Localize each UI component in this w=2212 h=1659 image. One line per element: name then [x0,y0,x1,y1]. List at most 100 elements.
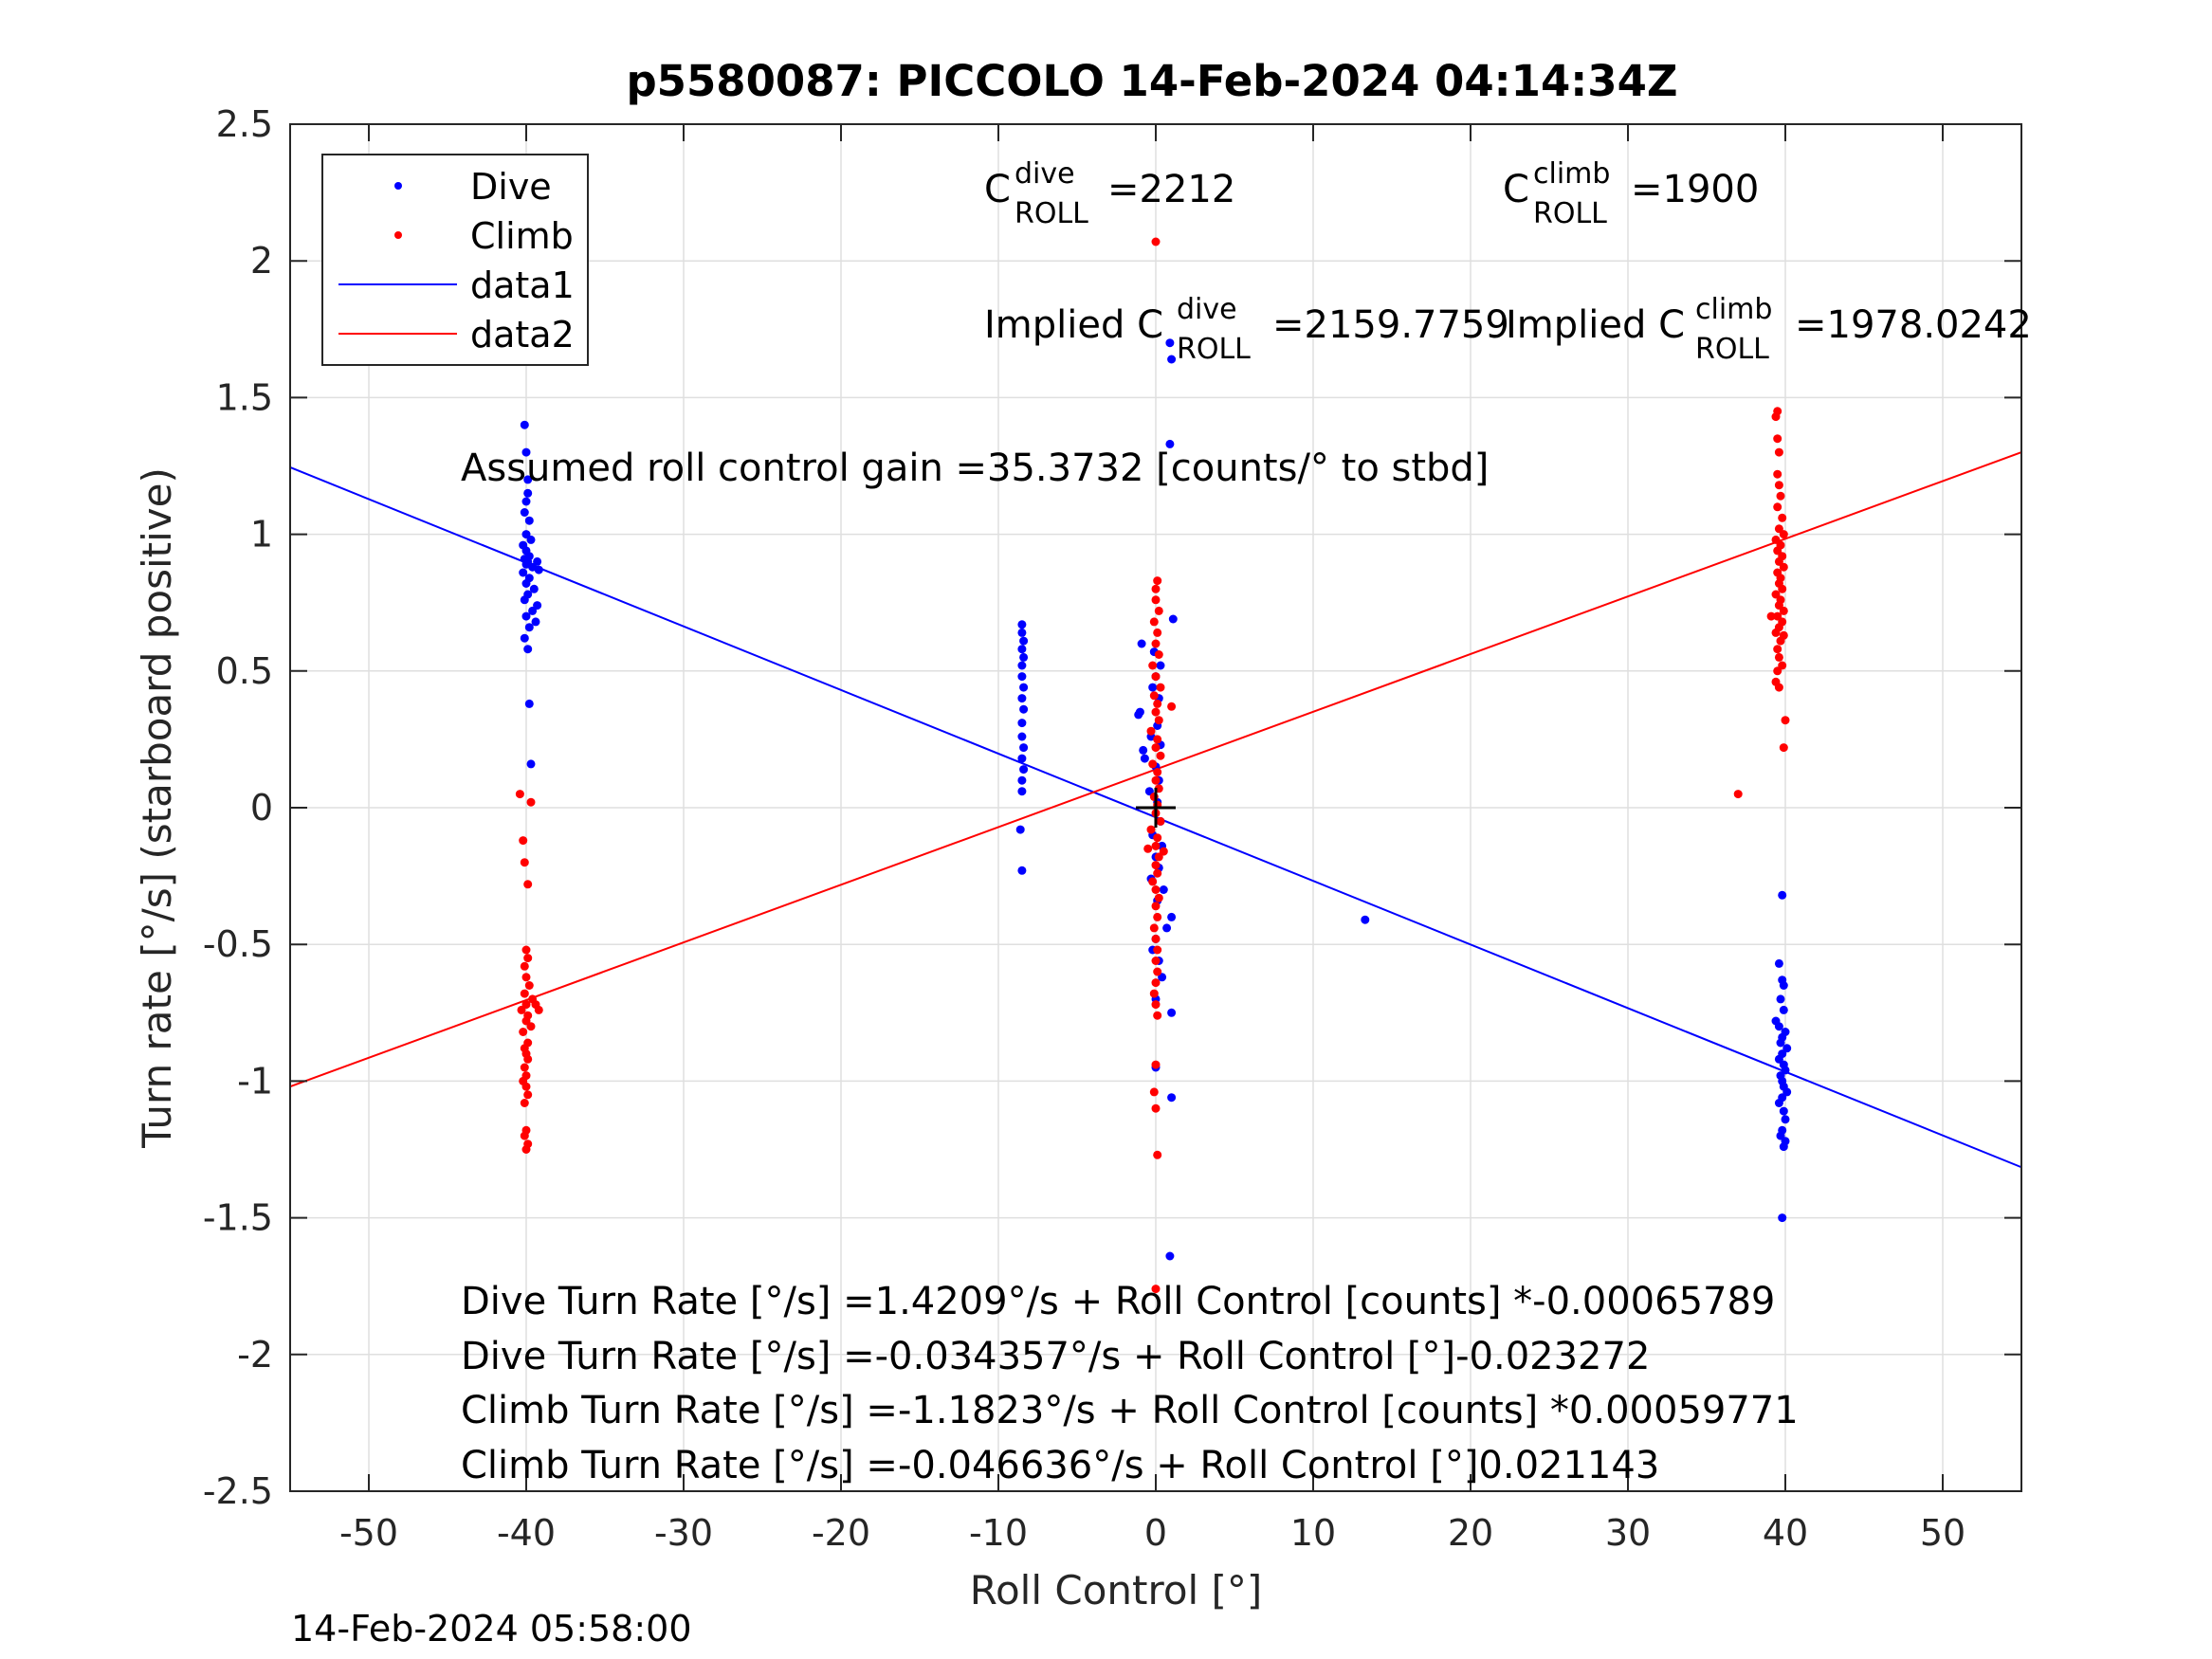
climb-point-77 [1151,934,1161,943]
x-tick-label-6: 10 [1290,1512,1336,1554]
climb-point-23 [523,1054,533,1064]
climb-point-99 [1773,469,1782,479]
climb-point-29 [520,1099,529,1107]
c-roll-climb-annotation: C climb ROLL =1900 [1503,157,1759,230]
x-tick-label-4: -10 [969,1512,1028,1554]
c-climb-superscript: climb [1533,157,1610,191]
implied-climb-superscript: climb [1695,293,1772,326]
climb-point-65 [1151,841,1161,850]
implied-c-climb-annotation: Implied C climb ROLL =1978.0242 [1506,293,2032,366]
legend: Dive Climb data1 data2 [321,154,589,366]
dive-point-54 [1165,439,1175,448]
dive-point-4 [521,497,531,506]
climb-point-24 [520,1063,529,1072]
climb-point-127 [1773,645,1782,654]
climb-point-124 [1771,628,1781,637]
climb-point-73 [1154,893,1163,902]
climb-point-45 [1156,683,1165,692]
y-tick-label-5: 0 [250,787,273,829]
c-dive-superscript: dive [1015,157,1075,191]
climb-point-90 [1733,790,1743,799]
climb-point-49 [1151,707,1161,717]
climb-point-55 [1148,759,1158,769]
dive-point-46 [1017,754,1027,763]
climb-point-80 [1153,967,1162,976]
climb-point-37 [1151,595,1161,605]
dive-point-120 [1779,1142,1788,1152]
dive-point-50 [1015,825,1025,834]
dive-point-68 [1140,754,1149,763]
climb-point-10 [520,989,529,998]
climb-point-43 [1148,661,1158,670]
dive-point-91 [1165,1251,1175,1261]
climb-point-0 [515,790,524,799]
dive-point-17 [534,565,543,574]
dive-point-56 [1137,639,1146,648]
climb-point-18 [526,1022,536,1031]
dive-degrees-equation: Dive Turn Rate [°/s] =-0.034357°/s + Rol… [461,1335,1650,1378]
legend-dive-label: Dive [470,166,552,208]
legend-dive-marker [394,182,402,190]
dive-point-16 [533,556,542,566]
climb-point-71 [1148,877,1158,886]
implied-dive-subscript: ROLL [1177,333,1251,366]
climb-point-94 [1774,683,1783,692]
climb-point-42 [1154,650,1163,659]
dive-point-20 [521,579,531,588]
climb-point-101 [1776,491,1785,501]
dive-point-58 [1156,661,1165,670]
dive-point-26 [521,611,531,621]
climb-point-8 [521,973,531,982]
dive-point-31 [524,699,534,708]
climb-point-72 [1151,885,1161,894]
x-tick-labels: -50 -40 -30 -20 -10 0 10 20 30 40 50 [339,1512,1965,1554]
climb-point-28 [523,1090,533,1100]
dive-point-40 [1019,683,1029,692]
y-tick-label-8: 1.5 [216,376,273,418]
climb-point-52 [1153,735,1162,744]
climb-point-92 [1781,716,1790,725]
climb-point-54 [1156,751,1165,760]
climb-point-78 [1153,945,1162,955]
dive-point-27 [531,617,540,627]
climb-point-15 [517,1005,526,1014]
implied-climb-subscript: ROLL [1695,333,1769,366]
climb-point-41 [1151,639,1161,648]
climb-point-103 [1778,513,1787,522]
y-tick-label-7: 1 [250,514,273,556]
x-tick-label-10: 50 [1920,1512,1965,1554]
dive-point-121 [1778,1213,1787,1223]
climb-point-27 [521,1082,531,1091]
c-climb-value: =1900 [1631,168,1759,211]
implied-c-dive-annotation: Implied C dive ROLL =2159.7759 [984,293,1509,366]
climb-point-35 [1153,576,1162,586]
implied-dive-value: =2159.7759 [1272,303,1509,347]
dive-point-41 [1017,694,1027,703]
climb-point-5 [521,945,531,955]
c-dive-subscript: ROLL [1015,197,1088,230]
legend-climb-label: Climb [470,215,574,257]
dive-point-29 [520,633,529,643]
climb-point-87 [1151,1103,1161,1113]
dive-point-43 [1017,719,1027,728]
axis-ticks [290,123,2021,1492]
dive-point-114 [1774,1099,1783,1107]
climb-point-44 [1151,672,1161,682]
dive-point-42 [1019,704,1029,714]
climb-point-9 [524,981,534,990]
climb-point-97 [1773,434,1782,444]
dive-point-116 [1781,1115,1790,1124]
y-tick-label-9: 2 [250,240,273,282]
dive-point-96 [1779,981,1788,990]
climb-point-68 [1154,852,1163,862]
dive-point-48 [1017,775,1027,785]
climb-point-98 [1774,447,1783,457]
climb-point-57 [1151,775,1161,785]
dive-point-94 [1774,958,1783,968]
dive-point-21 [529,584,539,593]
climb-point-33 [521,1145,531,1154]
dive-point-35 [1019,636,1029,646]
y-tick-label-6: 0.5 [216,650,273,692]
dive-point-51 [1017,866,1027,875]
climb-point-2 [519,836,528,846]
